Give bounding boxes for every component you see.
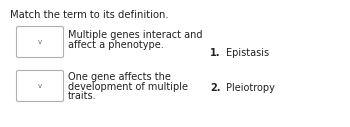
- Text: development of multiple: development of multiple: [68, 82, 188, 91]
- Text: 2.: 2.: [210, 83, 220, 93]
- Text: v: v: [38, 39, 42, 45]
- Text: Multiple genes interact and: Multiple genes interact and: [68, 30, 203, 40]
- Text: Match the term to its definition.: Match the term to its definition.: [10, 10, 169, 20]
- FancyBboxPatch shape: [16, 70, 63, 101]
- Text: Epistasis: Epistasis: [226, 48, 269, 58]
- FancyBboxPatch shape: [16, 27, 63, 58]
- Text: v: v: [38, 83, 42, 89]
- Text: traits.: traits.: [68, 91, 97, 101]
- Text: One gene affects the: One gene affects the: [68, 72, 171, 82]
- Text: 1.: 1.: [210, 48, 220, 58]
- Text: affect a phenotype.: affect a phenotype.: [68, 39, 164, 50]
- Text: Pleiotropy: Pleiotropy: [226, 83, 275, 93]
